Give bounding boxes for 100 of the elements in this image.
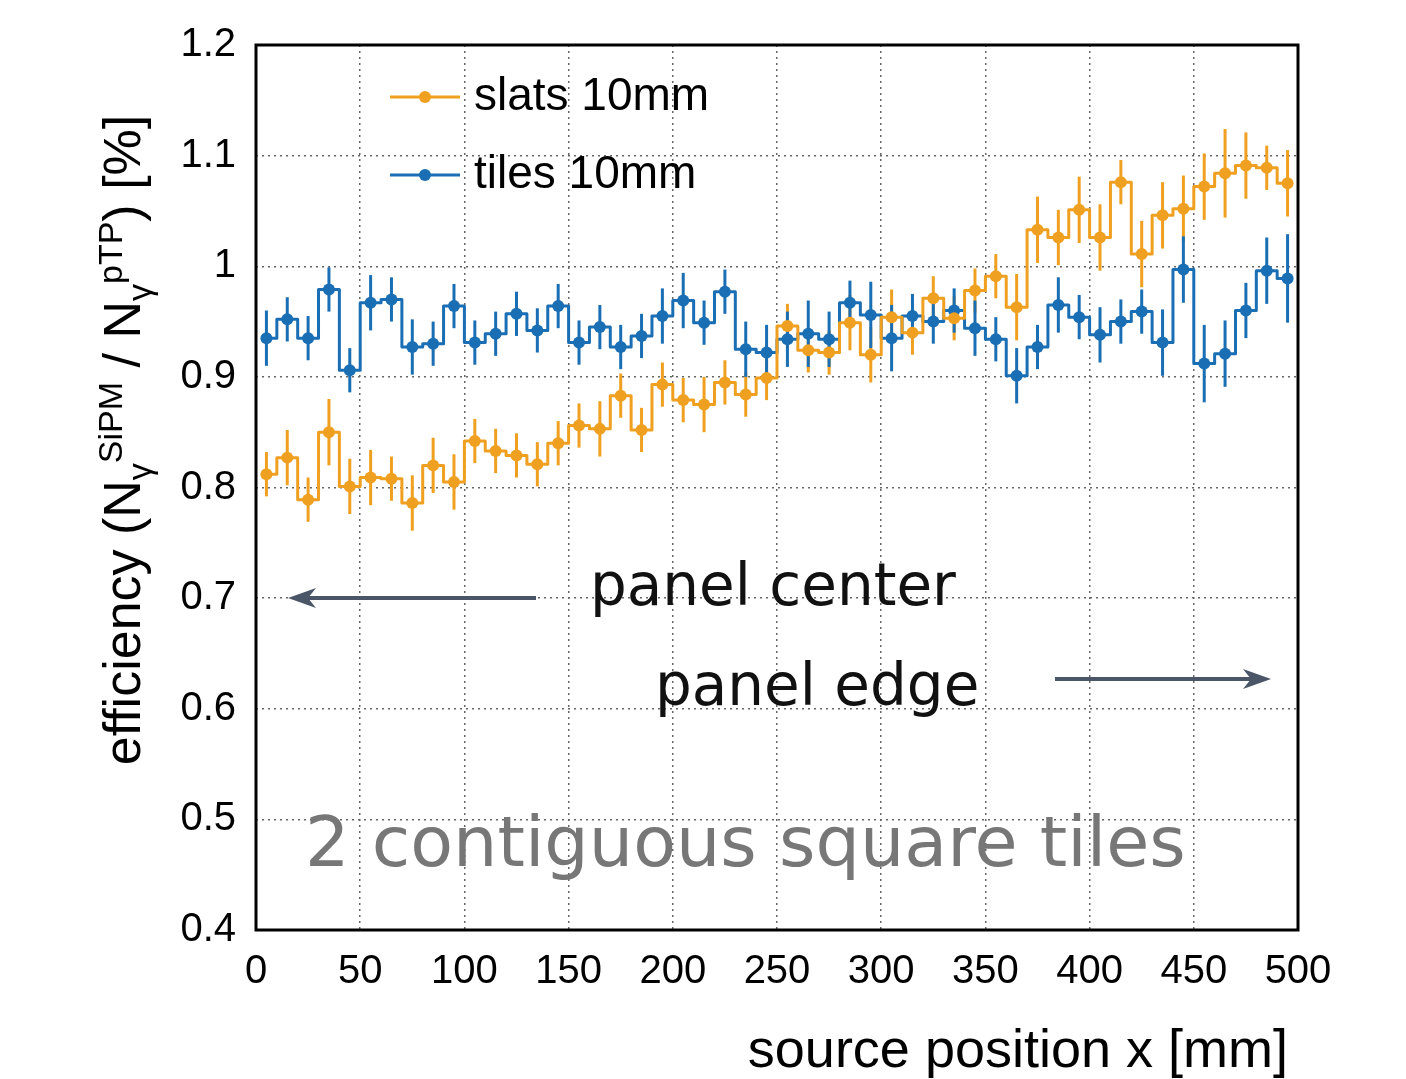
annotation: 2 contiguous square tiles (305, 801, 1186, 883)
y-tick-label: 1.2 (180, 20, 236, 65)
x-tick-label: 450 (1160, 947, 1228, 992)
point (1010, 301, 1023, 314)
point (1239, 304, 1252, 317)
point (281, 313, 294, 326)
point (1260, 161, 1273, 174)
point (760, 371, 773, 384)
point (1260, 264, 1273, 277)
point (447, 300, 460, 313)
point (614, 389, 627, 402)
point (447, 475, 460, 488)
y-tick-label: 1 (213, 241, 236, 286)
point (510, 307, 523, 320)
x-tick-label: 0 (244, 947, 268, 992)
point (677, 294, 690, 307)
point (427, 459, 440, 472)
point (1135, 305, 1148, 318)
x-tick-label: 200 (639, 947, 707, 992)
point (489, 444, 502, 457)
y-tick-label: 0.5 (180, 794, 236, 839)
point (1135, 248, 1148, 261)
point (1198, 357, 1211, 370)
point (635, 423, 648, 436)
point (531, 458, 544, 471)
point (573, 336, 586, 349)
point (802, 344, 815, 357)
point (406, 496, 419, 509)
point (885, 311, 898, 324)
point (718, 285, 731, 298)
point (489, 327, 502, 340)
point (968, 284, 981, 297)
point (1239, 159, 1252, 172)
point (593, 422, 606, 435)
point (531, 324, 544, 337)
point (510, 449, 523, 462)
y-tick-label: 0.8 (180, 462, 236, 507)
point (656, 378, 669, 391)
point (322, 283, 335, 296)
y-tick-label: 0.6 (180, 683, 236, 728)
point (1177, 263, 1190, 276)
x-tick-label: 250 (743, 947, 811, 992)
point (343, 480, 356, 493)
point (1177, 202, 1190, 215)
y-tick-label: 1.1 (180, 130, 236, 175)
x-axis-title: source position x [mm] (747, 1018, 1288, 1078)
point (406, 341, 419, 354)
point (322, 426, 335, 439)
point (364, 471, 377, 484)
point (281, 451, 294, 464)
point (468, 336, 481, 349)
point (927, 292, 940, 305)
point (1052, 298, 1065, 311)
point (302, 493, 315, 506)
point (385, 472, 398, 485)
legend-label: tiles 10mm (474, 145, 697, 198)
x-tick-label: 350 (952, 947, 1019, 992)
x-tick-label: 50 (337, 947, 383, 992)
point (948, 312, 961, 325)
point (864, 348, 877, 361)
point (864, 308, 877, 321)
point (573, 419, 586, 432)
point (614, 341, 627, 354)
point (468, 435, 481, 448)
point (1094, 328, 1107, 341)
point (552, 437, 565, 450)
point (698, 398, 711, 411)
point (427, 337, 440, 350)
point (1156, 209, 1169, 222)
point (343, 364, 356, 377)
point (1031, 341, 1044, 354)
point (1114, 315, 1127, 328)
point (1156, 336, 1169, 349)
legend-label: slats 10mm (474, 67, 710, 120)
point (718, 376, 731, 389)
y-tick-label: 0.7 (180, 573, 236, 618)
annotation: panel center (590, 551, 957, 619)
point (1219, 347, 1232, 360)
x-tick-label: 100 (431, 947, 498, 992)
point (1073, 203, 1086, 216)
x-tick-label: 150 (535, 947, 602, 992)
point (802, 327, 815, 340)
point (1281, 272, 1294, 285)
point (302, 332, 315, 345)
point (1198, 180, 1211, 193)
point (927, 315, 940, 328)
point (843, 316, 856, 329)
x-tick-label: 500 (1264, 947, 1332, 992)
point (989, 333, 1002, 346)
point (823, 333, 836, 346)
x-tick-label: 300 (847, 947, 915, 992)
point (906, 326, 919, 339)
point (635, 329, 648, 342)
y-tick-label: 0.4 (180, 905, 236, 950)
point (260, 468, 273, 481)
point (364, 296, 377, 309)
point (1031, 223, 1044, 236)
point (385, 293, 398, 306)
point (989, 270, 1002, 283)
y-tick-label: 0.9 (180, 351, 236, 396)
